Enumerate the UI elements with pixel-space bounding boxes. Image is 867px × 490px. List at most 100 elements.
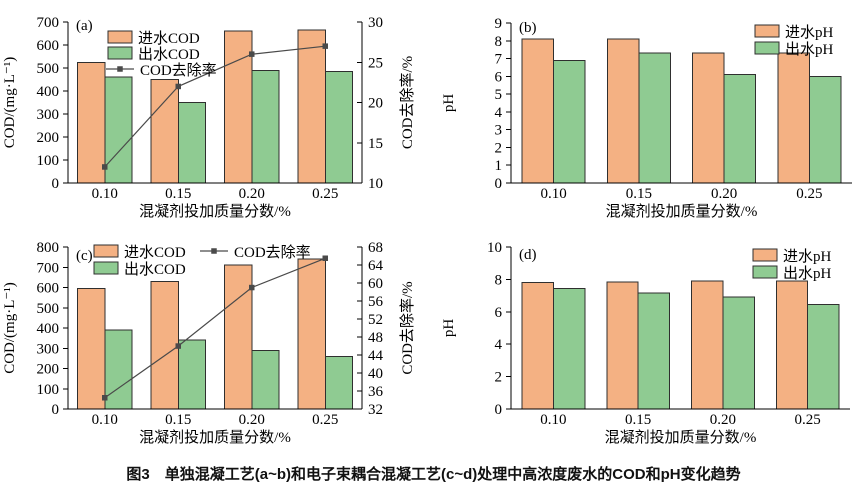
- x-axis-title: 混凝剂投加质量分数/%: [139, 203, 291, 220]
- chart-cod-ebeam-coupled: 0 100 200 300 400 500 600 700 800 32 36 40 44 48 52 56 6…: [2, 240, 416, 446]
- svg-text:200: 200: [37, 130, 60, 146]
- figure-caption: 图3 单独混凝工艺(a~b)和电子束耦合混凝工艺(c~d)处理中高浓度废水的CO…: [126, 466, 741, 483]
- panel-grid: 0 100 200 300 400 500 600 700 10 15 20 25 30 0.10 0.15…: [0, 0, 867, 462]
- svg-text:32: 32: [368, 402, 383, 418]
- x-tick-label: 0.20: [711, 186, 737, 202]
- svg-text:15: 15: [368, 136, 383, 152]
- legend-label: 进水pH: [783, 248, 832, 265]
- x-tick-label: 0.25: [312, 412, 338, 428]
- legend-swatch: [752, 265, 778, 279]
- line-marker: [249, 284, 255, 291]
- svg-text:10: 10: [487, 240, 502, 256]
- svg-text:300: 300: [37, 341, 60, 357]
- svg-text:200: 200: [37, 362, 60, 378]
- bar: [150, 280, 179, 410]
- chart-ph-ebeam-coupled: 0 2 4 6 8 10 0.10 0.15 0.20 0.25 混凝剂投加质量分数/% pH (d) 进…: [441, 240, 850, 446]
- svg-text:5: 5: [495, 87, 503, 103]
- chart-cod-coagulation-only: 0 100 200 300 400 500 600 700 10 15 20 25 30 0.10 0.15…: [2, 15, 416, 220]
- legend-label: 进水COD: [138, 30, 200, 47]
- bar: [104, 76, 133, 184]
- svg-text:48: 48: [368, 330, 383, 346]
- legend-swatch: [754, 41, 780, 55]
- bar: [251, 349, 280, 410]
- x-axis-title: 混凝剂投加质量分数/%: [605, 429, 757, 446]
- svg-text:20: 20: [368, 96, 383, 112]
- line-marker: [322, 255, 328, 261]
- svg-text:40: 40: [368, 366, 383, 382]
- bar: [723, 74, 757, 184]
- x-tick-label: 0.25: [312, 186, 338, 202]
- y2-axis-title: COD去除率/%: [399, 281, 416, 374]
- legend-swatch: [93, 261, 119, 275]
- svg-text:3: 3: [495, 123, 503, 139]
- bar: [251, 69, 280, 184]
- panel-a: 0 100 200 300 400 500 600 700 10 15 20 25 30 0.10 0.15…: [0, 0, 433, 227]
- svg-text:0: 0: [52, 402, 60, 418]
- bar: [177, 339, 207, 410]
- bar: [808, 75, 842, 184]
- svg-text:68: 68: [368, 240, 383, 256]
- y-axis-title: COD/(mg·L⁻¹): [2, 282, 18, 374]
- legend-swatch: [107, 30, 133, 44]
- svg-text:700: 700: [37, 260, 60, 276]
- legend-line-marker: [117, 66, 123, 72]
- axes: [63, 21, 363, 184]
- svg-text:2: 2: [495, 370, 503, 386]
- x-tick-label: 0.15: [165, 186, 191, 202]
- x-axis-title: 混凝剂投加质量分数/%: [606, 203, 758, 220]
- legend-label: 出水COD: [124, 261, 186, 278]
- x-tick-label: 0.10: [540, 412, 566, 428]
- line-marker: [102, 395, 108, 401]
- bar-series: [521, 38, 842, 184]
- legend-label: 进水COD: [124, 244, 186, 261]
- svg-text:400: 400: [37, 84, 60, 100]
- legend-swatch: [93, 244, 119, 258]
- svg-text:30: 30: [368, 15, 383, 31]
- svg-text:0: 0: [495, 176, 503, 192]
- legend-label: COD去除率: [234, 244, 311, 261]
- bar: [297, 258, 326, 410]
- panel-b: 0 1 2 3 4 5 6 7 8 9 0.10 0.15 0.20 0.25 混凝剂投加质量分数/% pH(…: [433, 0, 867, 227]
- x-tick-label: 0.25: [796, 186, 822, 202]
- x-tick-label: 0.20: [239, 186, 265, 202]
- bar: [606, 38, 640, 184]
- y-axis-title: pH: [441, 94, 457, 113]
- bar: [521, 282, 554, 410]
- svg-text:100: 100: [37, 382, 60, 398]
- bar: [324, 355, 353, 410]
- svg-text:64: 64: [368, 258, 384, 274]
- x-tick-label: 0.20: [710, 412, 736, 428]
- bar: [637, 292, 671, 410]
- svg-text:6: 6: [495, 305, 503, 321]
- panel-c: 0 100 200 300 400 500 600 700 800 32 36 40 44 48 52 56 6…: [0, 227, 433, 462]
- svg-text:36: 36: [368, 384, 384, 400]
- svg-text:300: 300: [37, 107, 60, 123]
- legend-line-marker: [211, 248, 217, 254]
- panel-letter: (a): [76, 18, 93, 34]
- svg-text:56: 56: [368, 294, 384, 310]
- bar: [297, 29, 326, 184]
- svg-text:800: 800: [37, 240, 60, 256]
- svg-text:400: 400: [37, 321, 60, 337]
- svg-text:6: 6: [495, 69, 503, 85]
- bar: [224, 30, 253, 184]
- bar: [638, 52, 671, 184]
- svg-text:2: 2: [495, 140, 503, 156]
- bar: [224, 264, 253, 410]
- line-marker: [175, 343, 181, 349]
- bar: [324, 71, 353, 184]
- svg-text:52: 52: [368, 312, 383, 328]
- legend-label: 出水pH: [783, 265, 832, 282]
- line-marker: [322, 43, 328, 49]
- bar: [777, 52, 810, 184]
- bar: [150, 79, 179, 184]
- line-marker: [249, 51, 255, 57]
- legend-label: 出水pH: [785, 41, 834, 58]
- svg-text:44: 44: [368, 348, 384, 364]
- svg-text:0: 0: [52, 176, 60, 192]
- svg-text:700: 700: [37, 15, 60, 31]
